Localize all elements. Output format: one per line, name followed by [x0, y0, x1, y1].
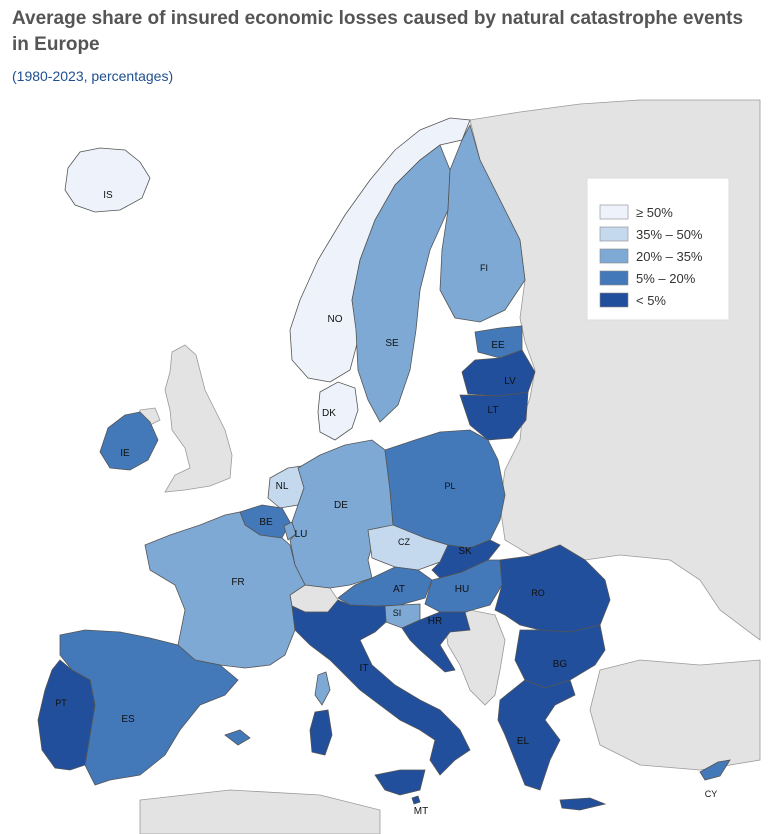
label-LU: LU	[295, 529, 308, 540]
country-IE[interactable]	[99, 411, 159, 471]
label-HR: HR	[428, 616, 442, 627]
label-DE: DE	[334, 500, 348, 511]
label-SK: SK	[458, 546, 472, 557]
legend-label-3: 5% – 20%	[636, 271, 696, 286]
country-EL[interactable]	[497, 679, 576, 791]
label-EE: EE	[491, 340, 505, 351]
country-IT-sardinia[interactable]	[309, 709, 333, 756]
label-PL: PL	[444, 481, 455, 491]
country-IS[interactable]	[64, 147, 151, 213]
label-FI: FI	[480, 263, 488, 273]
country-PT[interactable]	[37, 659, 96, 771]
label-ES: ES	[121, 714, 135, 725]
country-IT[interactable]	[291, 599, 471, 776]
label-MT: MT	[414, 806, 428, 817]
legend: ≥ 50% 35% – 50% 20% – 35% 5% – 20% < 5%	[586, 177, 730, 321]
country-LT[interactable]	[459, 391, 529, 441]
legend-swatch-0	[599, 204, 629, 220]
label-LV: LV	[504, 376, 516, 387]
turkey	[589, 659, 761, 771]
country-IT-sicily[interactable]	[374, 769, 426, 796]
legend-swatch-4	[599, 292, 629, 308]
country-MT[interactable]	[411, 795, 421, 805]
label-SI: SI	[393, 608, 402, 618]
legend-label-1: 35% – 50%	[636, 227, 703, 242]
legend-swatch-3	[599, 270, 629, 286]
united-kingdom	[164, 344, 233, 493]
country-FR[interactable]	[144, 511, 306, 669]
label-NO: NO	[328, 314, 343, 325]
legend-label-0: ≥ 50%	[636, 205, 673, 220]
country-LV[interactable]	[461, 349, 536, 397]
legend-label-4: < 5%	[636, 293, 666, 308]
label-SE: SE	[385, 338, 399, 349]
label-NL: NL	[276, 481, 289, 492]
label-IE: IE	[120, 448, 130, 459]
country-FI[interactable]	[439, 123, 526, 323]
label-BG: BG	[553, 659, 568, 670]
label-AT: AT	[393, 584, 405, 595]
chart-subtitle: (1980-2023, percentages)	[12, 68, 174, 84]
label-FR: FR	[231, 577, 244, 588]
map-svg: IS NO SE FI EE LV LT DK IE NL BE LU DE P…	[0, 98, 770, 834]
label-BE: BE	[259, 517, 273, 528]
label-IS: IS	[103, 190, 113, 201]
label-HU: HU	[455, 584, 469, 595]
label-CZ: CZ	[398, 537, 410, 547]
label-RO: RO	[531, 588, 545, 598]
country-DE[interactable]	[289, 439, 394, 589]
country-CY[interactable]	[699, 759, 731, 781]
country-HR[interactable]	[401, 611, 471, 673]
legend-label-2: 20% – 35%	[636, 249, 703, 264]
chart-title: Average share of insured economic losses…	[12, 8, 744, 55]
country-EL-crete[interactable]	[559, 797, 607, 811]
legend-swatch-2	[599, 248, 629, 264]
country-DK[interactable]	[317, 381, 359, 441]
north-africa	[139, 789, 381, 834]
label-LT: LT	[488, 405, 499, 416]
label-EL: EL	[517, 736, 530, 747]
label-CY: CY	[705, 789, 718, 799]
legend-swatch-1	[599, 226, 629, 242]
country-SK[interactable]	[431, 539, 501, 579]
label-DK: DK	[322, 408, 336, 419]
label-IT: IT	[360, 663, 369, 674]
label-PT: PT	[55, 698, 67, 708]
country-SE[interactable]	[351, 144, 451, 423]
country-ES-balearics[interactable]	[224, 729, 251, 746]
country-labels: IS NO SE FI EE LV LT DK IE NL BE LU DE P…	[55, 190, 717, 817]
europe-map: IS NO SE FI EE LV LT DK IE NL BE LU DE P…	[0, 98, 770, 834]
country-BG[interactable]	[514, 624, 606, 689]
country-FR-corsica[interactable]	[314, 671, 331, 706]
western-balkans	[444, 609, 506, 706]
